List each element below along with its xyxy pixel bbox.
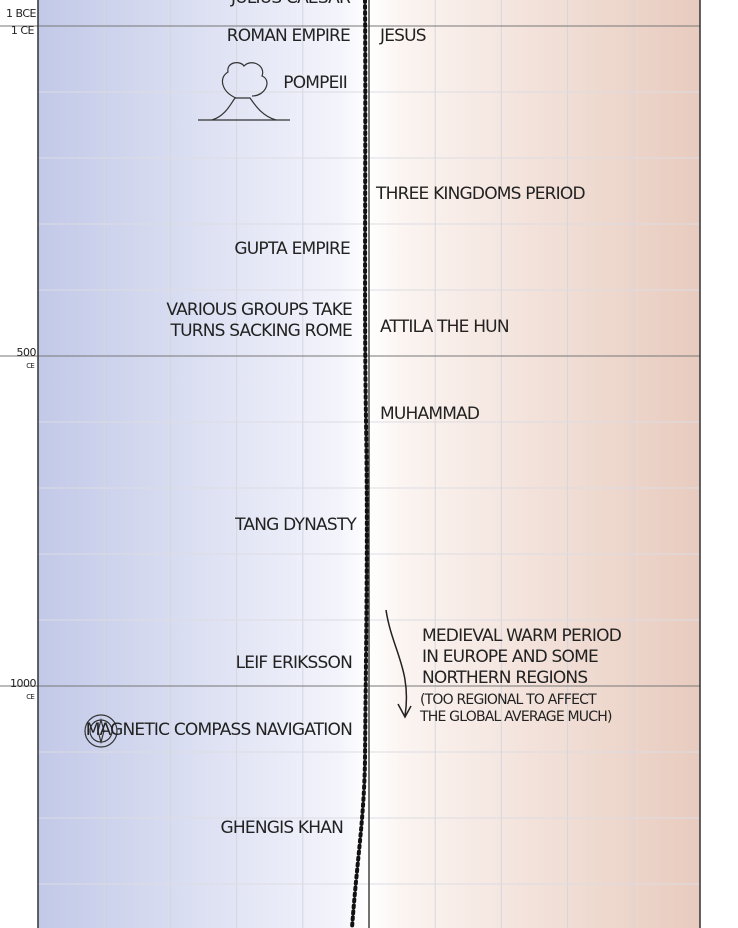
event-left: TURNS SACKING ROME <box>169 321 352 341</box>
year-era: 1 CE <box>11 24 35 37</box>
event-left: GHENGIS KHAN <box>221 818 344 838</box>
event-left: GUPTA EMPIRE <box>234 239 350 259</box>
year-label: 1 BCE <box>6 7 37 20</box>
event-left: LEIF ERIKSSON <box>236 653 352 673</box>
year-label: 1000 <box>10 677 36 690</box>
year-era: CE <box>26 362 34 370</box>
arrow <box>385 609 412 719</box>
event-left: MAGNETIC COMPASS NAVIGATION <box>86 720 352 740</box>
event-left: TANG DYNASTY <box>234 515 357 535</box>
event-right: JESUS <box>379 26 426 46</box>
event-left: ROMAN EMPIRE <box>227 26 350 46</box>
annotation-line: MEDIEVAL WARM PERIOD <box>422 626 622 646</box>
columns <box>103 0 635 928</box>
event-right: THREE KINGDOMS PERIOD <box>375 184 585 204</box>
annotation-line: IN EUROPE AND SOME <box>422 647 598 667</box>
annotation-note: (TOO REGIONAL TO AFFECT <box>420 692 597 708</box>
volcano-icon <box>198 62 290 121</box>
event-right: MUHAMMAD <box>380 404 480 424</box>
event-left: VARIOUS GROUPS TAKE <box>166 300 352 320</box>
compass-icon <box>84 714 118 748</box>
temperature-line <box>350 0 369 928</box>
year-label: 500 <box>17 346 37 359</box>
event-left: JULIUS CAESAR <box>230 0 351 8</box>
event-left: POMPEII <box>283 73 347 93</box>
year-era: CE <box>26 693 34 701</box>
event-right: ATTILA THE HUN <box>380 317 509 337</box>
annotation-note: THE GLOBAL AVERAGE MUCH) <box>419 709 612 725</box>
annotation-line: NORTHERN REGIONS <box>422 668 587 688</box>
labels: 1 BCE 1 CE 500 CE 1000 CE JULIUS CAESAR ROMAN E… <box>6 0 622 838</box>
